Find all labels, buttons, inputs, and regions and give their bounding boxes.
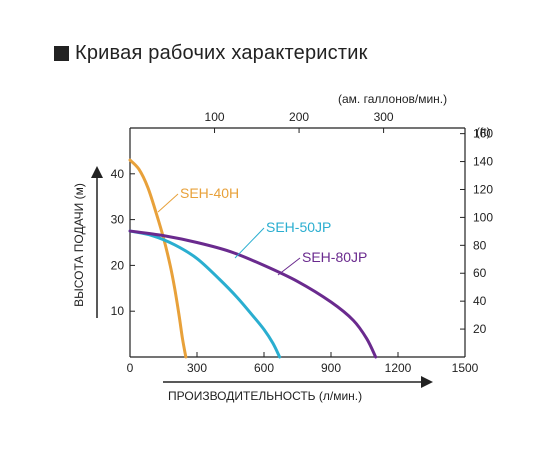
x-tick-label: 300 [187, 361, 207, 375]
y2-tick-label: 140 [473, 155, 493, 169]
y2-tick-label: 60 [473, 266, 487, 280]
axes [91, 127, 466, 388]
y-tick-label: 30 [111, 213, 125, 227]
y2-tick-label: 80 [473, 238, 487, 252]
series-line-seh-40h [128, 158, 188, 359]
x-tick-label: 1500 [452, 361, 479, 375]
x2-axis-title: (ам. галлонов/мин.) [338, 92, 447, 106]
chart-heading: Кривая рабочих характеристик [54, 42, 368, 65]
series-leader-seh-40h [157, 193, 179, 213]
x2-tick-label: 300 [374, 110, 394, 124]
y2-tick-label: 160 [473, 127, 493, 141]
y2-tick-label: 120 [473, 182, 493, 196]
y-tick-label: 10 [111, 304, 125, 318]
x2-tick-label: 200 [289, 110, 309, 124]
x-tick-label: 0 [127, 361, 134, 375]
y2-tick-label: 40 [473, 294, 487, 308]
chart-title: Кривая рабочих характеристик [75, 42, 368, 64]
y-axis-title: ВЫСОТА ПОДАЧИ (м) [72, 183, 86, 307]
y2-tick-label: 20 [473, 322, 487, 336]
x-tick-label: 600 [254, 361, 274, 375]
y2-tick-label: 100 [473, 210, 493, 224]
x-tick-label: 1200 [385, 361, 412, 375]
x-tick-label: 900 [321, 361, 341, 375]
x-axis-title: ПРОИЗВОДИТЕЛЬНОСТЬ (л/мин.) [168, 389, 362, 403]
y-tick-label: 20 [111, 258, 125, 272]
x2-tick-label: 100 [205, 110, 225, 124]
series-leader-seh-50jp [234, 227, 265, 259]
series-line-seh-50jp [128, 229, 282, 359]
y2-axis-title: (ft) [476, 125, 491, 139]
series-leader-seh-80jp [277, 257, 301, 276]
series-label-seh-80jp: SEH-80JP [302, 249, 367, 265]
series-label-seh-50jp: SEH-50JP [266, 219, 331, 235]
series-label-seh-40h: SEH-40H [180, 185, 239, 201]
y-tick-label: 40 [111, 167, 125, 181]
heading-square-icon [54, 46, 69, 61]
labels-group: 0 300 600 900 1200 1500 10 20 30 40 100 200 300 20 40 6… [72, 92, 493, 403]
